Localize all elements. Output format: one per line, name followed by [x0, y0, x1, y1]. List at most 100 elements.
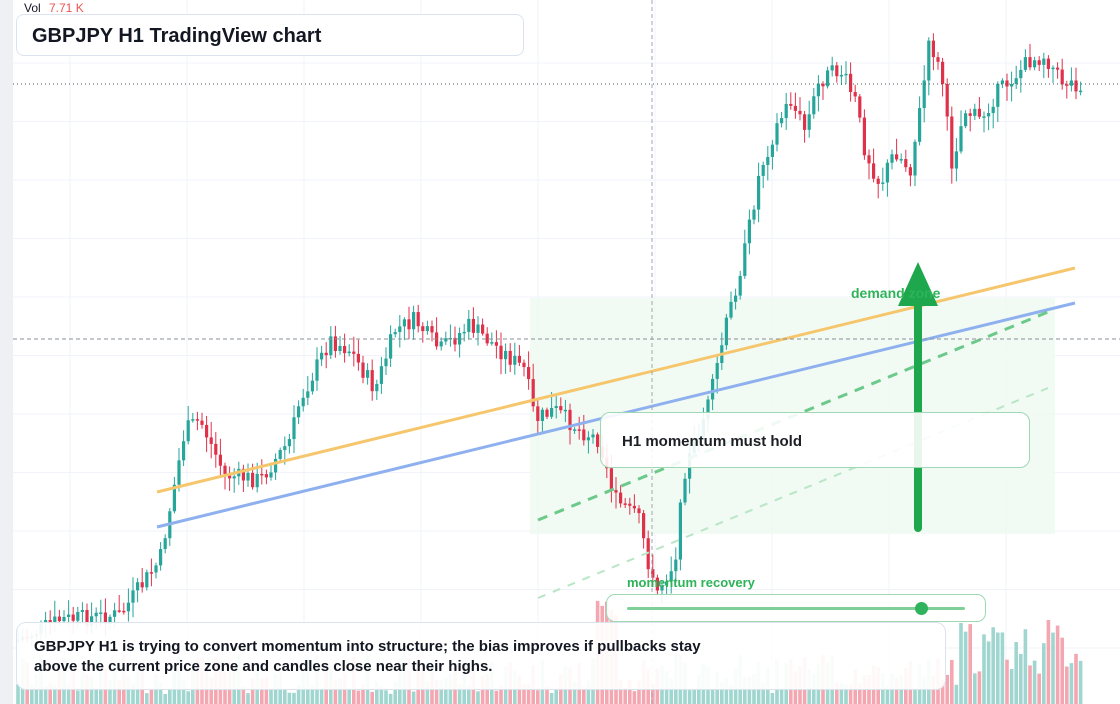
candle-body [554, 406, 558, 409]
green-dashed-channel-line[interactable] [537, 387, 1049, 599]
candle-body [816, 83, 820, 97]
candle-body [458, 333, 462, 345]
candle-body [278, 450, 282, 459]
volume-bar [968, 624, 972, 704]
volume-bar [94, 688, 98, 704]
candle-body [706, 399, 710, 420]
volume-bar [651, 684, 655, 704]
candle-body [402, 319, 406, 327]
candle-body [347, 351, 351, 354]
candle-body [950, 116, 954, 169]
candle-body [453, 337, 457, 345]
callout-text: H1 momentum must hold [622, 433, 803, 450]
candle-body [504, 350, 508, 360]
volume-bar [779, 688, 784, 704]
momentum-slider[interactable] [606, 594, 986, 622]
volume-bar [1042, 643, 1046, 704]
candle-body [513, 355, 517, 365]
up-arrow-head [898, 262, 938, 306]
volume-bar [411, 691, 416, 704]
volume-bar [43, 686, 48, 704]
candle-body [1069, 80, 1073, 86]
volume-bar [499, 684, 503, 704]
candle-body [352, 351, 356, 354]
candle-body [490, 342, 494, 344]
candle-body [724, 317, 728, 346]
candle-body [522, 362, 526, 368]
volume-bar [370, 691, 374, 704]
candle-body [269, 472, 273, 478]
candle-body [632, 505, 636, 509]
candle-body [218, 454, 222, 466]
candle-body [830, 65, 834, 71]
candle-body [987, 113, 991, 117]
candle-body [784, 103, 788, 119]
volume-bar [379, 685, 384, 704]
volume-bar [1037, 673, 1041, 704]
momentum-slider-thumb[interactable] [915, 602, 929, 615]
volume-bar [1060, 637, 1064, 704]
volume-bar [494, 690, 499, 704]
summary-text: GBPJPY H1 is trying to convert momentum … [34, 638, 701, 675]
candle-body [964, 113, 968, 127]
candle-body [48, 620, 52, 624]
momentum-callout[interactable]: H1 momentum must hold [600, 412, 1030, 468]
candle-body [890, 154, 894, 163]
candle-body [977, 108, 981, 117]
candle-body [683, 478, 687, 503]
candle-body [614, 490, 618, 493]
volume-bar [982, 634, 986, 704]
candle-body [287, 439, 291, 447]
candle-body [274, 458, 278, 473]
volume-bar [710, 689, 715, 704]
candle-body [71, 614, 75, 621]
candle-body [223, 465, 227, 474]
candle-body [780, 118, 784, 124]
candle-body [425, 326, 429, 332]
candle-body [872, 163, 876, 179]
volume-bar [858, 683, 862, 704]
candle-body [573, 429, 577, 431]
volume-bar [554, 689, 558, 704]
candle-body [251, 472, 255, 488]
candle-body [922, 80, 926, 109]
candle-body [711, 378, 715, 400]
candle-body [301, 397, 305, 407]
candle-body [209, 437, 213, 444]
candle-body [421, 326, 425, 332]
volume-bar [1023, 629, 1028, 704]
volume-bar [770, 693, 775, 704]
volume-bar [1028, 665, 1032, 704]
candle-body [881, 182, 885, 184]
candle-body [195, 419, 199, 421]
volume-bar [586, 680, 591, 704]
candle-body [122, 610, 126, 613]
volume-bar [434, 679, 439, 704]
volume-bar [761, 682, 765, 704]
candle-body [416, 312, 420, 327]
candle-body [67, 614, 71, 617]
volume-bar [986, 641, 991, 704]
candle-body [508, 350, 512, 365]
candle-body [738, 275, 742, 296]
candle-body [609, 468, 613, 491]
volume-bar [76, 690, 80, 704]
candle-body [255, 473, 259, 488]
candle-body [191, 419, 195, 421]
candle-body [384, 358, 388, 367]
volume-bar [163, 693, 167, 704]
volume-bar [30, 684, 34, 704]
volume-bar [959, 622, 963, 704]
candle-body [283, 446, 287, 451]
candle-body [660, 585, 664, 591]
candle-body [476, 324, 480, 333]
momentum-slider-track[interactable] [627, 607, 965, 610]
volume-bar [48, 682, 52, 704]
candle-body [126, 602, 130, 612]
volume-bar [117, 679, 121, 704]
candle-body [53, 616, 57, 624]
volume-bar [669, 678, 673, 704]
candle-body [80, 609, 84, 612]
volume-bar [457, 683, 462, 704]
